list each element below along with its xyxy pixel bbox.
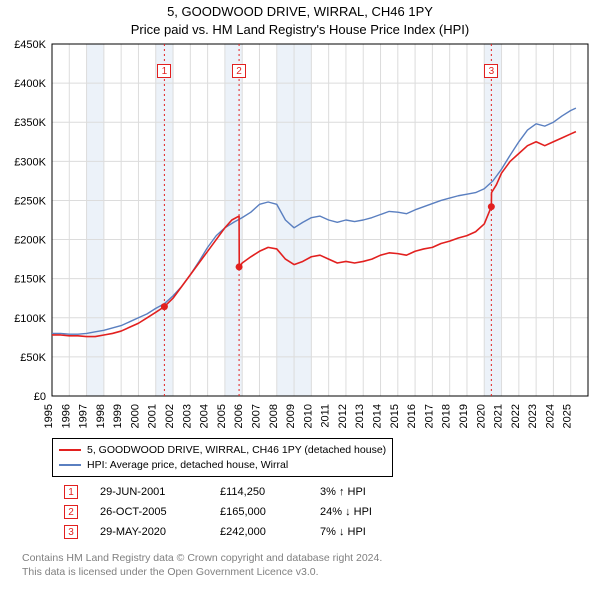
svg-text:2000: 2000 — [129, 404, 141, 428]
hpi-diff: 3% ↑ HPI — [320, 486, 440, 498]
attribution-line: This data is licensed under the Open Gov… — [22, 566, 382, 580]
table-row: 1 29-JUN-2001 £114,250 3% ↑ HPI — [52, 482, 440, 502]
svg-text:1998: 1998 — [95, 404, 107, 428]
marker-number: 1 — [68, 487, 74, 498]
svg-text:1996: 1996 — [60, 404, 72, 428]
legend-item-hpi: HPI: Average price, detached house, Wirr… — [59, 458, 386, 473]
marker-badge: 2 — [64, 505, 78, 519]
svg-text:2019: 2019 — [458, 404, 470, 428]
chart-marker-label: 2 — [232, 64, 246, 78]
svg-text:1997: 1997 — [78, 404, 90, 428]
svg-text:1995: 1995 — [43, 404, 55, 428]
sale-price: £165,000 — [220, 506, 320, 518]
sale-price: £242,000 — [220, 526, 320, 538]
svg-text:2014: 2014 — [372, 404, 384, 428]
svg-text:£150K: £150K — [14, 274, 46, 286]
marker-badge: 3 — [64, 525, 78, 539]
svg-text:£400K: £400K — [14, 78, 46, 90]
attribution-text: Contains HM Land Registry data © Crown c… — [22, 552, 382, 579]
legend-box: 5, GOODWOOD DRIVE, WIRRAL, CH46 1PY (det… — [52, 438, 393, 477]
sale-price: £114,250 — [220, 486, 320, 498]
svg-text:2002: 2002 — [164, 404, 176, 428]
sale-date: 29-JUN-2001 — [100, 486, 220, 498]
svg-text:2012: 2012 — [337, 404, 349, 428]
svg-text:2013: 2013 — [354, 404, 366, 428]
hpi-diff: 24% ↓ HPI — [320, 506, 440, 518]
svg-text:2004: 2004 — [199, 404, 211, 428]
table-row: 2 26-OCT-2005 £165,000 24% ↓ HPI — [52, 502, 440, 522]
svg-text:2023: 2023 — [527, 404, 539, 428]
svg-text:1999: 1999 — [112, 404, 124, 428]
svg-text:£350K: £350K — [14, 117, 46, 129]
svg-text:2024: 2024 — [544, 404, 556, 428]
marker-number: 2 — [68, 507, 74, 518]
svg-text:£0: £0 — [34, 391, 46, 403]
legend-item-price-paid: 5, GOODWOOD DRIVE, WIRRAL, CH46 1PY (det… — [59, 443, 386, 458]
svg-text:2022: 2022 — [510, 404, 522, 428]
hpi-diff: 7% ↓ HPI — [320, 526, 440, 538]
svg-text:2015: 2015 — [389, 404, 401, 428]
sale-date: 26-OCT-2005 — [100, 506, 220, 518]
svg-text:2003: 2003 — [181, 404, 193, 428]
svg-text:2007: 2007 — [250, 404, 262, 428]
svg-text:2005: 2005 — [216, 404, 228, 428]
svg-text:£300K: £300K — [14, 156, 46, 168]
svg-text:2009: 2009 — [285, 404, 297, 428]
attribution-line: Contains HM Land Registry data © Crown c… — [22, 552, 382, 566]
chart-plot-area: £0 £50K £100K £150K £200K £250K £300K £350K £400… — [0, 0, 600, 435]
svg-text:£250K: £250K — [14, 195, 46, 207]
marker-number: 3 — [68, 527, 74, 538]
svg-text:2011: 2011 — [320, 404, 332, 428]
svg-text:2006: 2006 — [233, 404, 245, 428]
svg-text:£450K: £450K — [14, 39, 46, 51]
sale-markers-table: 1 29-JUN-2001 £114,250 3% ↑ HPI 2 26-OCT… — [52, 482, 440, 542]
svg-text:£200K: £200K — [14, 235, 46, 247]
svg-text:2018: 2018 — [441, 404, 453, 428]
legend-swatch — [59, 464, 81, 466]
svg-text:2025: 2025 — [562, 404, 574, 428]
chart-marker-label: 1 — [157, 64, 171, 78]
legend-swatch — [59, 449, 81, 451]
svg-text:2016: 2016 — [406, 404, 418, 428]
marker-badge: 1 — [64, 485, 78, 499]
chart-marker-label: 3 — [484, 64, 498, 78]
svg-text:£100K: £100K — [14, 313, 46, 325]
svg-text:2020: 2020 — [475, 404, 487, 428]
price-chart-figure: { "title": "5, GOODWOOD DRIVE, WIRRAL, C… — [0, 0, 600, 590]
svg-text:2001: 2001 — [147, 404, 159, 428]
svg-text:2010: 2010 — [302, 404, 314, 428]
table-row: 3 29-MAY-2020 £242,000 7% ↓ HPI — [52, 522, 440, 542]
sale-date: 29-MAY-2020 — [100, 526, 220, 538]
legend-label: HPI: Average price, detached house, Wirr… — [87, 458, 288, 473]
svg-text:£50K: £50K — [20, 352, 46, 364]
legend-label: 5, GOODWOOD DRIVE, WIRRAL, CH46 1PY (det… — [87, 443, 386, 458]
svg-text:2017: 2017 — [423, 404, 435, 428]
svg-text:2008: 2008 — [268, 404, 280, 428]
svg-text:2021: 2021 — [493, 404, 505, 428]
